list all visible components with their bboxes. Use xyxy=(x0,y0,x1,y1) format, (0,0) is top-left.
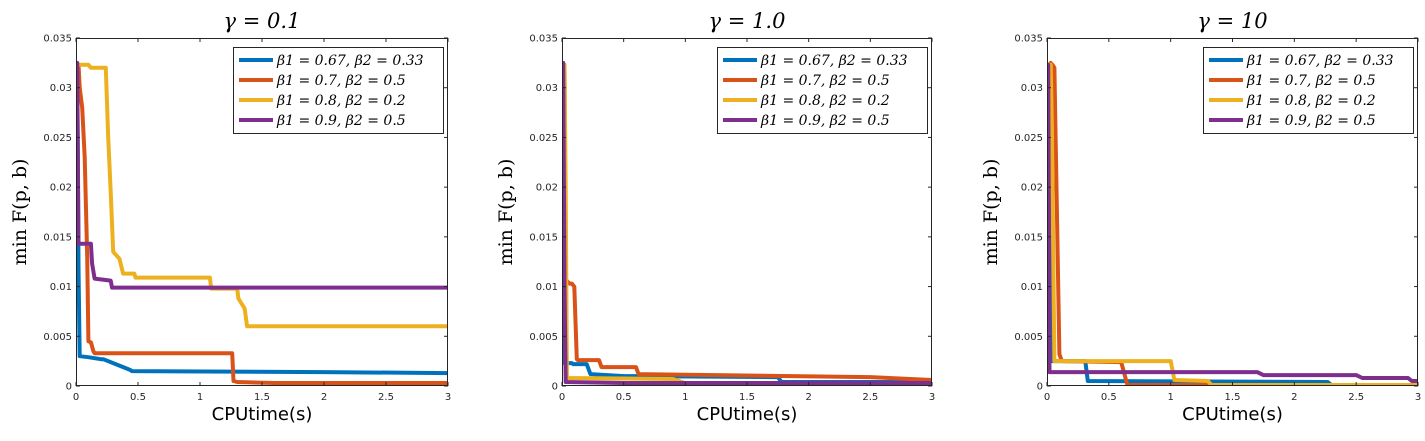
y-tick-label: 0 xyxy=(552,382,558,393)
x-tick-label: 2.5 xyxy=(862,392,878,403)
x-tick-label: 3 xyxy=(445,392,451,403)
x-tick-label: 3 xyxy=(1415,392,1421,403)
x-tick-label: 2 xyxy=(321,392,327,403)
y-tick-label: 0.005 xyxy=(1014,332,1043,343)
y-tick-label: 0.025 xyxy=(43,133,72,144)
series-line-2 xyxy=(76,62,448,385)
x-tick-label: 2.5 xyxy=(1348,392,1364,403)
legend-label: β1 = 0.9, β2 = 0.5 xyxy=(760,113,890,129)
y-tick-label: 0.03 xyxy=(50,83,72,94)
legend-label: β1 = 0.8, β2 = 0.2 xyxy=(276,93,406,109)
legend: β1 = 0.67, β2 = 0.33 β1 = 0.7, β2 = 0.5 β1… xyxy=(1203,47,1414,134)
y-tick-label: 0.02 xyxy=(50,183,72,194)
chart-panel-3: 0 0.5 1 1.5 2 2.5 3 0 0.005 0.01 0.015 0.02 0.025 0.0… xyxy=(980,9,1421,425)
legend-label: β1 = 0.8, β2 = 0.2 xyxy=(1246,93,1376,109)
x-tick-label: 1 xyxy=(682,392,688,403)
legend: β1 = 0.67, β2 = 0.33 β1 = 0.7, β2 = 0.5 β1… xyxy=(717,47,928,134)
y-tick-label: 0.015 xyxy=(529,232,558,243)
y-tick-label: 0.015 xyxy=(43,232,72,243)
legend-label: β1 = 0.9, β2 = 0.5 xyxy=(276,113,406,129)
y-tick-label: 0.03 xyxy=(1021,83,1043,94)
legend-label: β1 = 0.7, β2 = 0.5 xyxy=(1246,73,1376,89)
y-axis-label: min F(p, b) xyxy=(495,159,517,266)
y-tick-label: 0.01 xyxy=(536,282,558,293)
y-tick-label: 0.025 xyxy=(1014,133,1043,144)
legend-label: β1 = 0.7, β2 = 0.5 xyxy=(276,73,406,89)
series-line-4 xyxy=(1047,62,1418,383)
y-tick-label: 0.025 xyxy=(529,133,558,144)
y-tick-label: 0 xyxy=(66,382,72,393)
legend-label: β1 = 0.7, β2 = 0.5 xyxy=(760,73,890,89)
y-tick-label: 0.035 xyxy=(43,34,72,45)
y-tick-label: 0.035 xyxy=(529,34,558,45)
legend-label: β1 = 0.67, β2 = 0.33 xyxy=(276,53,424,69)
x-tick-label: 2 xyxy=(805,392,811,403)
y-axis-label: min F(p, b) xyxy=(9,159,31,266)
x-axis-label: CPUtime(s) xyxy=(1182,404,1283,425)
y-tick-label: 0.01 xyxy=(50,282,72,293)
legend-label: β1 = 0.8, β2 = 0.2 xyxy=(760,93,890,109)
x-tick-label: 1.5 xyxy=(739,392,755,403)
x-tick-label: 0 xyxy=(1044,392,1050,403)
series-line-3 xyxy=(1047,62,1418,386)
y-tick-label: 0.01 xyxy=(1021,282,1043,293)
chart-title: γ = 10 xyxy=(1197,9,1267,33)
series-group xyxy=(76,60,448,385)
y-tick-label: 0.02 xyxy=(1021,183,1043,194)
chart-title: γ = 1.0 xyxy=(709,9,786,33)
y-tick-label: 0.005 xyxy=(529,332,558,343)
x-tick-label: 0 xyxy=(73,392,79,403)
y-tick-label: 0.015 xyxy=(1014,232,1043,243)
x-tick-label: 1.5 xyxy=(254,392,270,403)
x-tick-label: 0 xyxy=(559,392,565,403)
series-line-3 xyxy=(76,62,448,329)
y-tick-label: 0.035 xyxy=(1014,34,1043,45)
y-axis-label: min F(p, b) xyxy=(980,159,1002,266)
legend: β1 = 0.67, β2 = 0.33 β1 = 0.7, β2 = 0.5 β1… xyxy=(233,47,444,134)
legend-label: β1 = 0.67, β2 = 0.33 xyxy=(760,53,908,69)
series-line-4 xyxy=(76,60,448,290)
x-tick-label: 2.5 xyxy=(378,392,394,403)
chart-title: γ = 0.1 xyxy=(224,9,301,33)
chart-panel-1: 0 0.5 1 1.5 2 2.5 3 0 0.005 0.01 0.015 0.02 0.025 0.0… xyxy=(9,9,451,425)
x-tick-label: 1 xyxy=(1167,392,1173,403)
x-tick-label: 3 xyxy=(929,392,935,403)
y-tick-label: 0.02 xyxy=(536,183,558,194)
x-tick-label: 1 xyxy=(197,392,203,403)
y-tick-label: 0.005 xyxy=(43,332,72,343)
chart-panel-2: 0 0.5 1 1.5 2 2.5 3 0 0.005 0.01 0.015 0.02 0.025 0.0… xyxy=(495,9,935,425)
y-tick-label: 0 xyxy=(1037,382,1043,393)
x-tick-label: 0.5 xyxy=(130,392,146,403)
series-group xyxy=(1047,60,1418,386)
x-tick-label: 0.5 xyxy=(1101,392,1117,403)
x-tick-label: 1.5 xyxy=(1225,392,1241,403)
y-tick-label: 0.03 xyxy=(536,83,558,94)
x-tick-label: 2 xyxy=(1291,392,1297,403)
legend-label: β1 = 0.67, β2 = 0.33 xyxy=(1246,53,1394,69)
x-axis-label: CPUtime(s) xyxy=(212,404,313,425)
x-axis-label: CPUtime(s) xyxy=(697,404,798,425)
x-tick-label: 0.5 xyxy=(616,392,632,403)
legend-label: β1 = 0.9, β2 = 0.5 xyxy=(1246,113,1376,129)
